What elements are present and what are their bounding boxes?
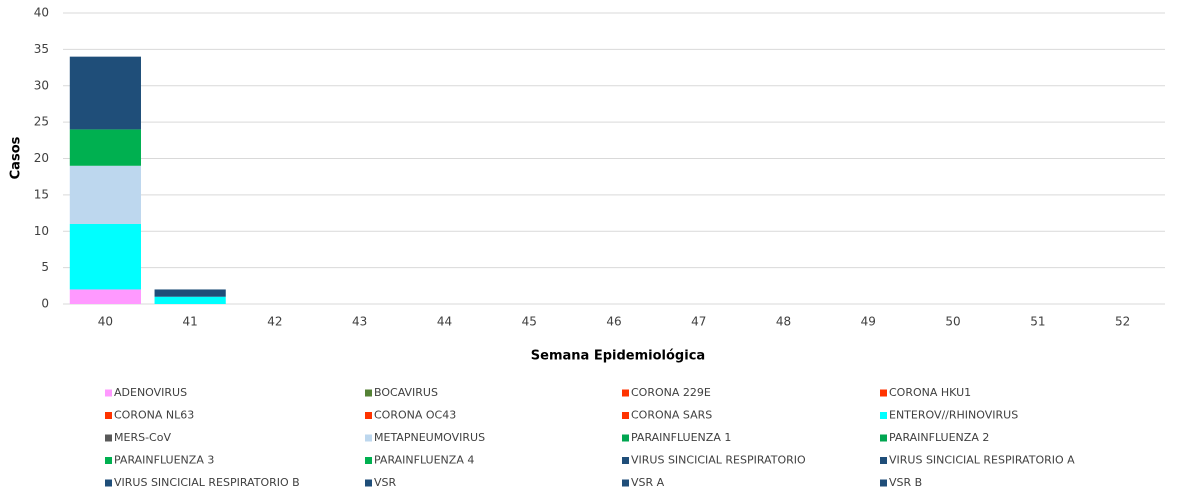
legend-swatch bbox=[105, 434, 112, 442]
legend-swatch bbox=[105, 479, 112, 487]
legend-label: PARAINFLUENZA 1 bbox=[631, 431, 731, 444]
bar-segment bbox=[69, 165, 141, 224]
legend-swatch bbox=[365, 389, 372, 397]
x-tick-label: 42 bbox=[267, 315, 282, 329]
y-tick-label: 25 bbox=[34, 115, 49, 129]
y-tick-label: 10 bbox=[34, 224, 49, 238]
legend-swatch bbox=[105, 457, 112, 464]
legend-swatch bbox=[880, 434, 887, 442]
x-tick-label: 41 bbox=[183, 315, 198, 329]
legend-label: CORONA NL63 bbox=[114, 409, 194, 422]
legend-swatch bbox=[622, 434, 629, 442]
bar-segment bbox=[69, 56, 141, 130]
y-axis-title: Casos bbox=[9, 136, 24, 179]
legend-swatch bbox=[365, 479, 372, 487]
legend-swatch bbox=[365, 434, 372, 442]
bar-segment bbox=[69, 289, 141, 304]
legend-swatch bbox=[880, 479, 887, 487]
bar-segment bbox=[69, 129, 141, 166]
x-tick-label: 48 bbox=[776, 315, 791, 329]
legend-label: CORONA OC43 bbox=[374, 409, 456, 422]
x-tick-label: 43 bbox=[352, 315, 367, 329]
legend-swatch bbox=[622, 389, 629, 397]
y-tick-label: 0 bbox=[41, 297, 49, 311]
y-tick-label: 35 bbox=[34, 42, 49, 56]
x-tick-label: 46 bbox=[606, 315, 621, 329]
legend-swatch bbox=[880, 457, 887, 464]
legend-swatch bbox=[365, 412, 372, 419]
legend-swatch bbox=[622, 412, 629, 419]
x-tick-label: 51 bbox=[1030, 315, 1045, 329]
legend-label: VIRUS SINCICIAL RESPIRATORIO bbox=[631, 454, 806, 467]
legend-swatch bbox=[880, 389, 887, 397]
legend-label: METAPNEUMOVIRUS bbox=[374, 431, 485, 444]
legend-label: CORONA 229E bbox=[631, 386, 711, 399]
y-tick-label: 40 bbox=[34, 6, 49, 20]
legend-label: CORONA SARS bbox=[631, 409, 712, 422]
legend-swatch bbox=[105, 389, 112, 397]
legend-swatch bbox=[105, 412, 112, 419]
legend-swatch bbox=[880, 412, 887, 419]
legend-label: MERS-CoV bbox=[114, 431, 171, 444]
bar-segment bbox=[154, 296, 226, 304]
legend-label: VIRUS SINCICIAL RESPIRATORIO B bbox=[114, 476, 300, 489]
legend-label: PARAINFLUENZA 4 bbox=[374, 454, 474, 467]
legend-label: VSR bbox=[374, 476, 397, 489]
bar-segment bbox=[154, 289, 226, 297]
legend-label: VSR B bbox=[889, 476, 922, 489]
legend-label: VSR A bbox=[631, 476, 665, 489]
x-tick-label: 50 bbox=[945, 315, 960, 329]
y-tick-label: 30 bbox=[34, 78, 49, 92]
x-tick-label: 45 bbox=[522, 315, 537, 329]
x-tick-label: 40 bbox=[98, 315, 113, 329]
x-tick-label: 44 bbox=[437, 315, 452, 329]
y-tick-label: 15 bbox=[34, 187, 49, 201]
y-tick-label: 5 bbox=[41, 260, 49, 274]
legend-swatch bbox=[622, 479, 629, 487]
legend-label: ENTEROV//RHINOVIRUS bbox=[889, 409, 1018, 422]
legend-swatch bbox=[365, 457, 372, 464]
legend-swatch bbox=[622, 457, 629, 464]
x-tick-label: 47 bbox=[691, 315, 706, 329]
legend-label: CORONA HKU1 bbox=[889, 386, 971, 399]
x-tick-label: 52 bbox=[1115, 315, 1130, 329]
y-tick-label: 20 bbox=[34, 151, 49, 165]
legend-label: BOCAVIRUS bbox=[374, 386, 438, 399]
legend-label: PARAINFLUENZA 3 bbox=[114, 454, 214, 467]
legend-label: PARAINFLUENZA 2 bbox=[889, 431, 989, 444]
bar-segment bbox=[69, 223, 141, 290]
legend-label: VIRUS SINCICIAL RESPIRATORIO A bbox=[889, 454, 1075, 467]
legend: ADENOVIRUS BOCAVIRUS CORONA 229E CORONA HKU… bbox=[105, 386, 1075, 489]
x-axis-title: Semana Epidemiológica bbox=[531, 349, 705, 364]
x-tick-label: 49 bbox=[861, 315, 876, 329]
legend-label: ADENOVIRUS bbox=[114, 386, 187, 399]
